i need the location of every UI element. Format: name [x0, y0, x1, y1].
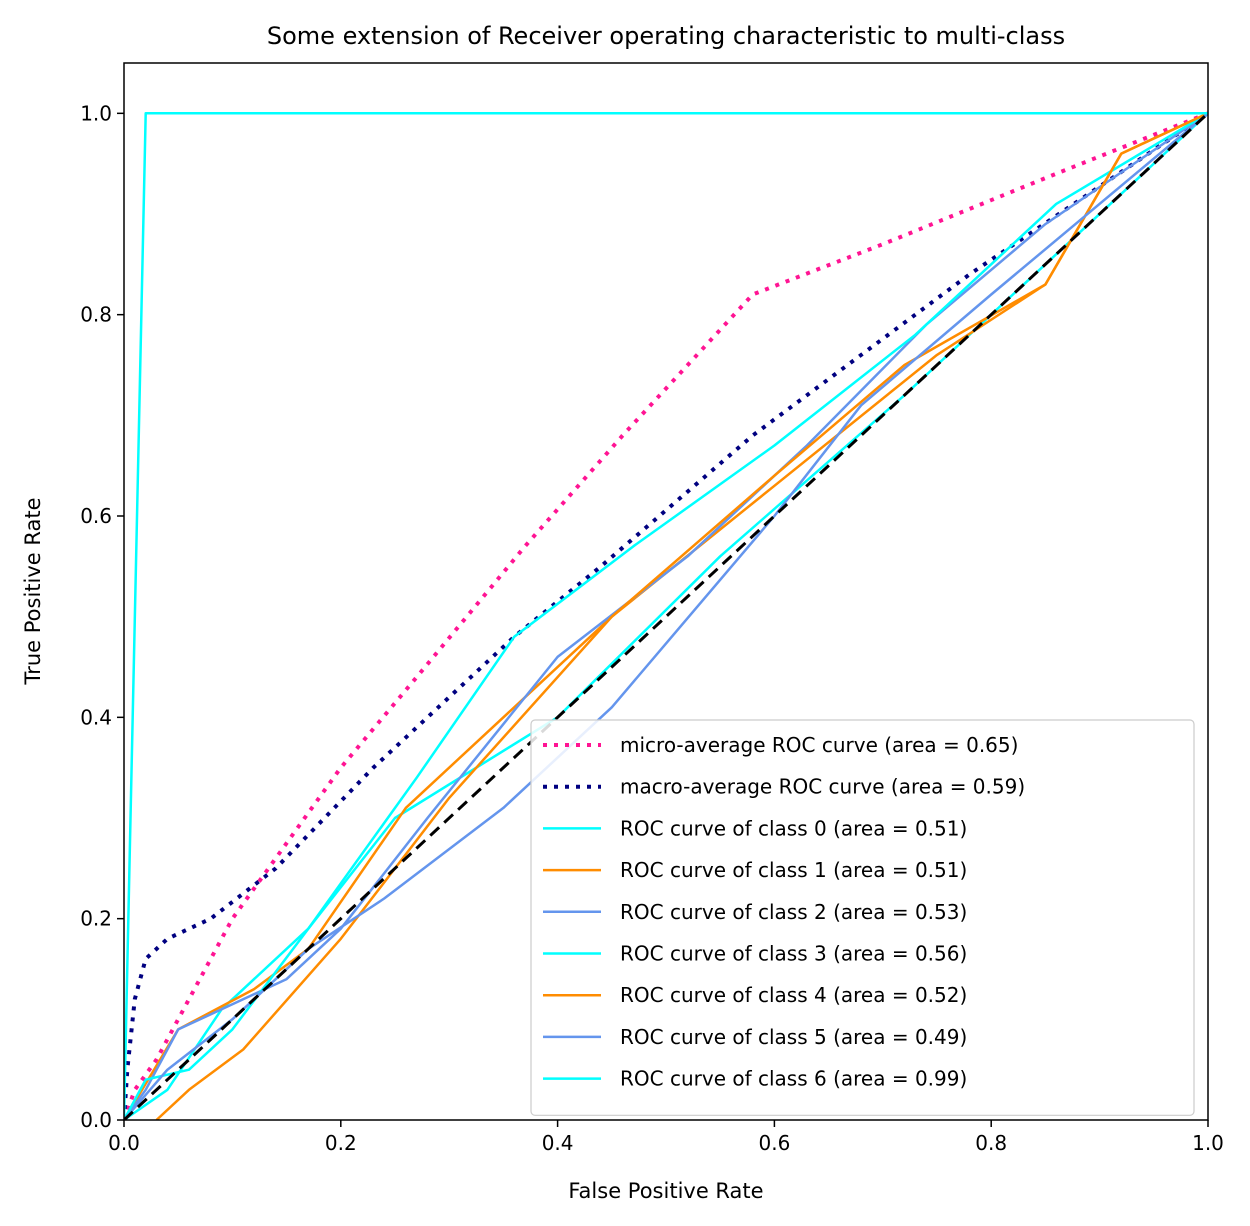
- legend-label: ROC curve of class 6 (area = 0.99): [620, 1067, 967, 1091]
- legend-label: ROC curve of class 1 (area = 0.51): [620, 858, 967, 882]
- x-tick-label: 0.8: [975, 1131, 1007, 1155]
- y-tick-label: 1.0: [80, 101, 112, 125]
- series-line-8: [124, 112, 1208, 1120]
- legend-label: micro-average ROC curve (area = 0.65): [620, 733, 1018, 757]
- series-layer: [124, 111, 1208, 1120]
- legend-label: ROC curve of class 2 (area = 0.53): [620, 900, 967, 924]
- legend: micro-average ROC curve (area = 0.65) mac…: [530, 719, 1195, 1116]
- x-axis-label: False Positive Rate: [568, 1179, 763, 1203]
- x-tick-label: 0.2: [325, 1131, 357, 1155]
- y-tick-label: 0.8: [80, 303, 112, 327]
- series-line-5: [124, 112, 1208, 1120]
- series-line-7: [124, 112, 1208, 1120]
- y-tick-label: 0.6: [80, 504, 112, 528]
- legend-label: ROC curve of class 5 (area = 0.49): [620, 1025, 967, 1049]
- y-tick-label: 0.4: [80, 705, 112, 729]
- x-axis: 0.0 0.2 0.4 0.6 0.8 1.0: [108, 1120, 1224, 1155]
- x-tick-label: 0.4: [542, 1131, 574, 1155]
- chart-title: Some extension of Receiver operating cha…: [267, 22, 1065, 50]
- y-tick-label: 0.0: [80, 1108, 112, 1132]
- legend-label: ROC curve of class 4 (area = 0.52): [620, 983, 967, 1007]
- x-tick-label: 0.0: [108, 1131, 140, 1155]
- series-line-1: [124, 111, 1208, 1120]
- plot-frame: [123, 62, 1209, 1121]
- series-line-6: [155, 112, 1208, 1120]
- y-axis-label: True Positive Rate: [21, 497, 45, 685]
- y-tick-label: 0.2: [80, 907, 112, 931]
- legend-label: macro-average ROC curve (area = 0.59): [620, 775, 1025, 799]
- legend-box: [530, 719, 1195, 1116]
- legend-label: ROC curve of class 3 (area = 0.56): [620, 942, 967, 966]
- series-line-0: [124, 111, 1208, 1120]
- x-tick-label: 1.0: [1192, 1131, 1224, 1155]
- legend-label: ROC curve of class 0 (area = 0.51): [620, 816, 967, 840]
- x-tick-label: 0.6: [758, 1131, 790, 1155]
- y-axis: 0.0 0.2 0.4 0.6 0.8 1.0: [80, 101, 124, 1132]
